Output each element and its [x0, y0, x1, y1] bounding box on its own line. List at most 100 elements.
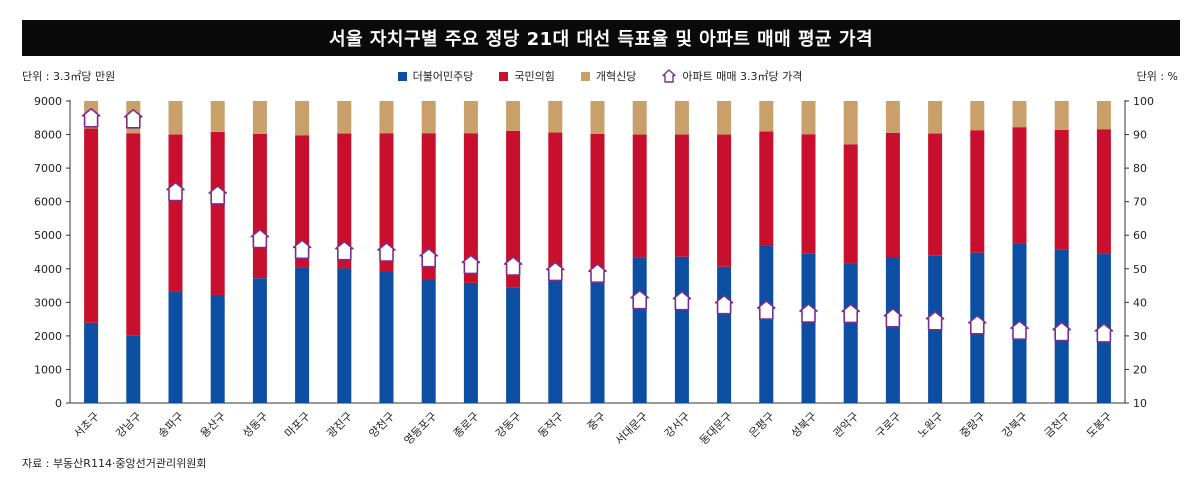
right-tick-label: 90	[1133, 129, 1147, 142]
bar-segment	[421, 101, 436, 134]
bar-segment	[210, 131, 225, 295]
left-tick-label: 9000	[34, 95, 62, 108]
bar-segment	[632, 134, 647, 258]
category-label: 노원구	[915, 410, 946, 441]
bar-segment	[548, 101, 563, 133]
bar-segment	[379, 101, 394, 134]
price-house-marker	[1094, 323, 1114, 343]
bar-segment	[168, 291, 183, 403]
bar-segment	[1012, 101, 1027, 128]
bar-segment	[295, 267, 310, 403]
category-label: 용산구	[198, 410, 229, 441]
bar-segment	[885, 257, 900, 403]
price-house-marker	[968, 315, 987, 335]
price-house-marker	[883, 307, 903, 328]
left-tick-label: 1000	[34, 363, 62, 376]
right-tick-label: 20	[1133, 363, 1147, 376]
category-label: 광진구	[324, 410, 355, 441]
category-label: 강동구	[493, 410, 524, 441]
left-tick-label: 7000	[34, 162, 62, 175]
left-tick-label: 6000	[34, 196, 62, 209]
price-house-marker	[81, 107, 101, 128]
price-house-marker	[208, 185, 227, 205]
category-label: 강서구	[662, 410, 693, 441]
price-house-marker	[503, 256, 523, 276]
source-note: 자료 : 부동산R114·중앙선거관리위원회	[22, 457, 207, 470]
bar-segment	[717, 134, 732, 267]
bar-segment	[295, 101, 310, 136]
category-label: 동대문구	[697, 410, 735, 448]
price-house-marker	[377, 242, 396, 262]
bar-segment	[421, 279, 436, 403]
left-tick-label: 8000	[34, 129, 62, 142]
bar-segment	[337, 101, 352, 134]
bar-segment	[506, 130, 521, 288]
legend-label-apartment-price: 아파트 매매 3.3㎡당 가격	[682, 70, 803, 83]
bar-segment	[252, 101, 267, 134]
category-label: 송파구	[156, 410, 187, 441]
right-axis-unit: 단위 : %	[1136, 70, 1178, 83]
price-house-marker	[630, 289, 649, 310]
category-label: 도봉구	[1084, 410, 1115, 441]
right-tick-label: 30	[1133, 330, 1147, 343]
chart-title: 서울 자치구별 주요 정당 21대 대선 득표율 및 아파트 매매 평균 가격	[22, 20, 1180, 56]
bar-segment	[168, 101, 183, 135]
bar-segment	[126, 133, 141, 336]
bar-segment	[210, 294, 225, 403]
category-label: 강북구	[1000, 410, 1031, 441]
bar-segment	[295, 135, 310, 268]
category-label: 구로구	[873, 410, 904, 441]
bar-segment	[843, 263, 858, 403]
right-tick-label: 70	[1133, 196, 1147, 209]
left-tick-label: 4000	[34, 263, 62, 276]
category-label: 관악구	[831, 410, 862, 441]
category-label: 서대문구	[613, 410, 651, 448]
bar-segment	[252, 278, 267, 403]
bar-segment	[632, 101, 647, 135]
bar-segment	[506, 287, 521, 403]
category-label: 종로구	[451, 410, 482, 441]
bar-segment	[801, 101, 816, 135]
bar-segment	[379, 271, 394, 403]
bar-segment	[928, 101, 943, 134]
bar-segment	[252, 133, 267, 279]
category-label: 중랑구	[957, 410, 988, 441]
legend-swatch-ppp	[499, 71, 509, 81]
price-house-marker	[461, 254, 481, 275]
bar-segment	[674, 256, 689, 403]
bar-segment	[84, 322, 99, 403]
category-label: 중구	[585, 410, 609, 434]
bar-segment	[1012, 127, 1027, 244]
bar-segment	[885, 132, 900, 258]
bar-segment	[759, 101, 774, 132]
legend-swatch-democratic	[397, 71, 407, 81]
right-tick-label: 80	[1133, 162, 1147, 175]
left-tick-label: 2000	[34, 330, 62, 343]
legend-label-reform: 개혁신당	[595, 70, 637, 83]
bar-segment	[885, 101, 900, 133]
bar-segment	[379, 133, 394, 272]
price-house-marker	[672, 290, 692, 311]
price-house-marker	[546, 261, 565, 282]
price-house-marker	[335, 240, 354, 261]
category-label: 마포구	[282, 410, 313, 441]
bar-segment	[843, 101, 858, 145]
price-house-marker	[250, 228, 270, 249]
bar-segment	[970, 130, 985, 253]
bar-segment	[421, 133, 436, 280]
price-house-marker	[841, 303, 860, 324]
left-tick-label: 0	[55, 397, 62, 410]
bar-segment	[674, 101, 689, 135]
right-tick-label: 50	[1133, 263, 1147, 276]
left-axis-unit: 단위 : 3.3㎡당 만원	[22, 70, 116, 83]
legend-item-reform: 개혁신당	[580, 68, 637, 84]
bar-segment	[759, 131, 774, 246]
category-label: 동작구	[535, 410, 566, 441]
price-house-marker	[124, 108, 143, 129]
bar-segment	[843, 144, 858, 264]
bar-segment	[1096, 129, 1111, 254]
bar-segment	[337, 268, 352, 403]
bar-segment	[717, 101, 732, 135]
bar-segment	[632, 257, 647, 403]
category-label: 성북구	[789, 410, 820, 441]
